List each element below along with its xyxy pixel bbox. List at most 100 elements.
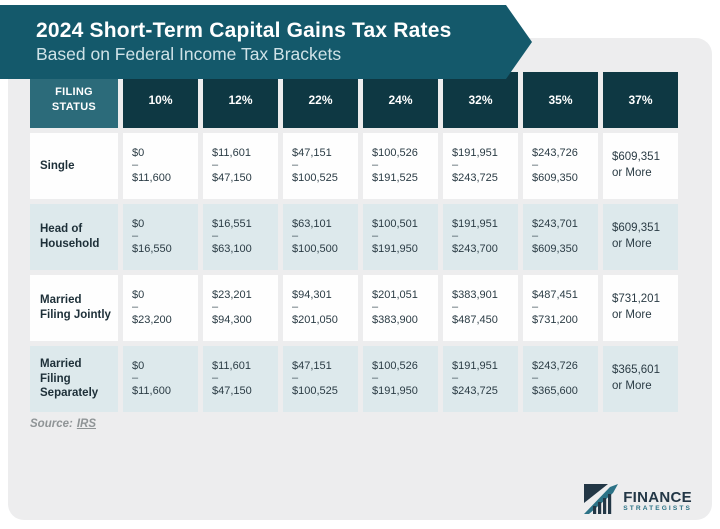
column-header-rate-10: 10% bbox=[123, 72, 198, 128]
range-dash: – bbox=[372, 159, 379, 172]
rate-label: 22% bbox=[308, 93, 333, 107]
bracket-max: $63,100 bbox=[212, 242, 252, 255]
bracket-cell: $100,501– $191,950 bbox=[363, 204, 438, 270]
bracket-cell-top: $609,351 or More bbox=[603, 133, 678, 199]
bracket-cell: $0– $23,200 bbox=[123, 275, 198, 341]
bracket-cell: $100,526– $191,525 bbox=[363, 133, 438, 199]
bracket-max: $100,525 bbox=[292, 171, 338, 184]
bracket-min: $243,726 bbox=[532, 146, 578, 159]
bracket-min: $23,201 bbox=[212, 288, 252, 301]
bracket-max: $731,200 bbox=[532, 313, 578, 326]
bracket-cell: $243,726– $609,350 bbox=[523, 133, 598, 199]
top-bracket-value: $609,351 bbox=[612, 222, 660, 235]
logo-finance-text: FINANCE bbox=[623, 488, 692, 506]
bracket-max: $365,600 bbox=[532, 384, 578, 397]
range-dash: – bbox=[372, 301, 379, 314]
bracket-max: $94,300 bbox=[212, 313, 252, 326]
top-bracket-value: $365,601 bbox=[612, 364, 660, 377]
bracket-cell: $100,526– $191,950 bbox=[363, 346, 438, 412]
bracket-max: $100,525 bbox=[292, 384, 338, 397]
bracket-min: $100,501 bbox=[372, 217, 418, 230]
bracket-max: $609,350 bbox=[532, 242, 578, 255]
bracket-max: $243,725 bbox=[452, 171, 498, 184]
row-label: Married Filing Separately bbox=[40, 357, 99, 400]
page-subtitle: Based on Federal Income Tax Brackets bbox=[36, 44, 342, 65]
bracket-max: $243,700 bbox=[452, 242, 498, 255]
bracket-cell: $487,451– $731,200 bbox=[523, 275, 598, 341]
bracket-cell: $191,951– $243,700 bbox=[443, 204, 518, 270]
bracket-cell: $63,101– $100,500 bbox=[283, 204, 358, 270]
bracket-cell: $47,151– $100,525 bbox=[283, 133, 358, 199]
finance-strategists-logo: FINANCE STRATEGISTS bbox=[584, 484, 692, 519]
bracket-min: $383,901 bbox=[452, 288, 498, 301]
filing-status-single: Single bbox=[30, 133, 118, 199]
top-bracket-suffix: or More bbox=[612, 238, 652, 250]
bracket-min: $191,951 bbox=[452, 217, 498, 230]
rate-label: 37% bbox=[628, 93, 653, 107]
top-bracket-value: $731,201 bbox=[612, 293, 660, 306]
bracket-min: $243,701 bbox=[532, 217, 578, 230]
filing-status-head-of-household: Head of Household bbox=[30, 204, 118, 270]
bracket-cell-top: $731,201 or More bbox=[603, 275, 678, 341]
range-dash: – bbox=[532, 372, 539, 385]
bracket-max: $47,150 bbox=[212, 171, 252, 184]
column-header-filing-status: FILING STATUS bbox=[30, 72, 118, 128]
bracket-min: $100,526 bbox=[372, 146, 418, 159]
bracket-min: $201,051 bbox=[372, 288, 418, 301]
bracket-cell: $11,601– $47,150 bbox=[203, 346, 278, 412]
bracket-max: $16,550 bbox=[132, 242, 172, 255]
range-dash: – bbox=[132, 372, 139, 385]
range-dash: – bbox=[132, 159, 139, 172]
rate-label: 32% bbox=[468, 93, 493, 107]
bracket-min: $47,151 bbox=[292, 146, 332, 159]
bracket-cell: $0– $11,600 bbox=[123, 133, 198, 199]
row-label: Head of Household bbox=[40, 223, 100, 250]
column-header-rate-24: 24% bbox=[363, 72, 438, 128]
filing-status-married-filing-separately: Married Filing Separately bbox=[30, 346, 118, 412]
bracket-max: $191,950 bbox=[372, 242, 418, 255]
bracket-cell: $47,151– $100,525 bbox=[283, 346, 358, 412]
range-dash: – bbox=[452, 230, 459, 243]
range-dash: – bbox=[532, 301, 539, 314]
bracket-cell: $201,051– $383,900 bbox=[363, 275, 438, 341]
rate-label: 35% bbox=[548, 93, 573, 107]
row-label: Single bbox=[40, 159, 75, 172]
bracket-min: $63,101 bbox=[292, 217, 332, 230]
bracket-min: $487,451 bbox=[532, 288, 578, 301]
range-dash: – bbox=[212, 230, 219, 243]
row-label: Married Filing Jointly bbox=[40, 294, 111, 321]
bracket-max: $383,900 bbox=[372, 313, 418, 326]
bracket-min: $243,726 bbox=[532, 359, 578, 372]
column-header-rate-37: 37% bbox=[603, 72, 678, 128]
source-label: Source: bbox=[30, 418, 73, 430]
bracket-min: $0 bbox=[132, 146, 145, 159]
source-irs-link[interactable]: IRS bbox=[76, 418, 96, 430]
rate-label: 12% bbox=[228, 93, 253, 107]
title-banner: 2024 Short-Term Capital Gains Tax Rates … bbox=[0, 5, 532, 79]
tax-brackets-table: FILING STATUS 10% 12% 22% 24% 32% 35% 37… bbox=[30, 72, 678, 412]
range-dash: – bbox=[532, 230, 539, 243]
range-dash: – bbox=[372, 372, 379, 385]
bracket-max: $11,600 bbox=[132, 384, 171, 397]
bracket-min: $0 bbox=[132, 217, 145, 230]
range-dash: – bbox=[212, 372, 219, 385]
column-header-rate-22: 22% bbox=[283, 72, 358, 128]
top-bracket-value: $609,351 bbox=[612, 151, 660, 164]
bracket-min: $47,151 bbox=[292, 359, 332, 372]
logo-wordmark: FINANCE STRATEGISTS bbox=[623, 488, 692, 514]
bracket-cell: $0– $16,550 bbox=[123, 204, 198, 270]
range-dash: – bbox=[452, 301, 459, 314]
growth-chart-arrow-icon bbox=[584, 484, 619, 519]
bracket-max: $243,725 bbox=[452, 384, 498, 397]
bracket-cell: $94,301– $201,050 bbox=[283, 275, 358, 341]
column-header-rate-35: 35% bbox=[523, 72, 598, 128]
range-dash: – bbox=[292, 301, 299, 314]
range-dash: – bbox=[212, 301, 219, 314]
bracket-cell: $383,901– $487,450 bbox=[443, 275, 518, 341]
bracket-min: $94,301 bbox=[292, 288, 332, 301]
bracket-max: $11,600 bbox=[132, 171, 171, 184]
page-title: 2024 Short-Term Capital Gains Tax Rates bbox=[36, 18, 452, 42]
range-dash: – bbox=[532, 159, 539, 172]
range-dash: – bbox=[132, 230, 139, 243]
range-dash: – bbox=[132, 301, 139, 314]
